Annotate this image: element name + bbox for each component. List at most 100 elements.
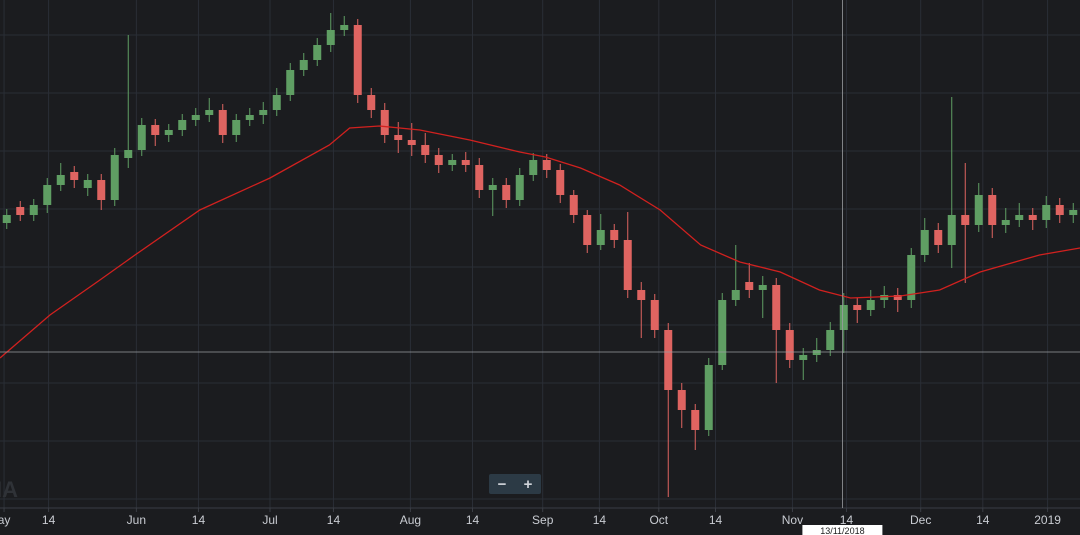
plot (0, 13, 1080, 497)
watermark: IA (0, 477, 18, 502)
candle-body (448, 160, 457, 165)
candle-body (664, 330, 673, 390)
candle-body (785, 330, 794, 360)
candle-body (43, 185, 52, 205)
candle-body (583, 215, 592, 245)
candle-body (313, 45, 322, 60)
candle-body (259, 110, 268, 115)
candle-body (718, 300, 727, 365)
x-tick-label: Jun (127, 513, 146, 527)
candle-body (164, 130, 173, 135)
candle-body (286, 70, 295, 95)
candle-body (839, 305, 848, 330)
candle-body (461, 160, 470, 165)
candle-body (610, 230, 619, 240)
candle-body (826, 330, 835, 350)
candle-body (1028, 215, 1037, 220)
x-tick-label: 14 (42, 513, 56, 527)
x-tick-label: 14 (840, 513, 854, 527)
candle-body (596, 230, 605, 245)
candle-body (745, 282, 754, 290)
zoom-controls: − + (489, 474, 541, 494)
candle-body (137, 125, 146, 150)
candle-body (16, 207, 25, 215)
candle-body (205, 110, 214, 115)
candle-body (758, 285, 767, 290)
candle-body (191, 115, 200, 120)
candle-body (623, 240, 632, 290)
candle-body (110, 155, 119, 200)
x-tick-label: 14 (976, 513, 990, 527)
crosshair-label: 13/11/2018 (820, 526, 864, 535)
x-tick-label: Sep (532, 513, 554, 527)
candle-body (515, 175, 524, 200)
x-tick-label: Jul (262, 513, 277, 527)
x-tick-label: 14 (709, 513, 723, 527)
candle-body (488, 185, 497, 190)
candle-body (637, 290, 646, 300)
candle-body (880, 295, 889, 300)
x-tick-label: Aug (400, 513, 421, 527)
x-tick-label: 14 (466, 513, 480, 527)
x-tick-label: 14 (593, 513, 607, 527)
candle-body (353, 25, 362, 95)
candle-body (326, 30, 335, 45)
candle-body (97, 180, 106, 200)
candle-body (394, 135, 403, 140)
x-tick-label: Dec (910, 513, 931, 527)
candle-body (529, 160, 538, 175)
x-tick-label: Oct (649, 513, 668, 527)
candle-body (853, 305, 862, 310)
candle-body (421, 145, 430, 155)
candle-body (907, 255, 916, 300)
candle-body (407, 140, 416, 145)
candle-body (340, 25, 349, 30)
x-tick-label: 14 (192, 513, 206, 527)
candle-body (475, 165, 484, 190)
candle-body (974, 195, 983, 225)
candle-body (1055, 205, 1064, 215)
candle-body (299, 60, 308, 70)
candle-body (988, 195, 997, 225)
candle-body (893, 295, 902, 300)
candle-body (151, 125, 160, 135)
candle-body (866, 300, 875, 310)
candle-body (731, 290, 740, 300)
candle-body (272, 95, 281, 110)
candle-body (245, 115, 254, 120)
zoom-out-button[interactable]: − (498, 476, 507, 493)
zoom-in-button[interactable]: + (524, 476, 533, 493)
candle-body (556, 170, 565, 195)
candle-body (1069, 210, 1078, 215)
candle-body (56, 175, 65, 185)
candle-body (799, 355, 808, 360)
candle-body (704, 365, 713, 430)
candle-body (691, 410, 700, 430)
moving-average-line (0, 125, 1080, 359)
candle-body (218, 110, 227, 135)
candle-body (178, 120, 187, 130)
candle-body (434, 155, 443, 165)
candle-body (934, 230, 943, 245)
x-axis: ay 14 Jun 14 Jul 14 Aug 14 Sep 14 Oct 14 Nov 14 Dec 14 2… (0, 508, 1061, 527)
candle-body (1042, 205, 1051, 220)
candle-body (772, 285, 781, 330)
candle-body (961, 215, 970, 225)
candle-body (542, 160, 551, 170)
candle-body (1001, 220, 1010, 225)
candle-body (124, 150, 133, 158)
candle-body (70, 172, 79, 180)
candle-body (812, 350, 821, 355)
candle-body (380, 110, 389, 135)
candle-body (920, 230, 929, 255)
candle-body (947, 215, 956, 245)
x-tick-label: ay (0, 513, 10, 527)
candle-body (367, 95, 376, 110)
candle-body (232, 120, 241, 135)
x-tick-label: 2019 (1034, 513, 1061, 527)
candle-body (83, 180, 92, 188)
candle-body (2, 215, 11, 223)
candle-body (677, 390, 686, 410)
